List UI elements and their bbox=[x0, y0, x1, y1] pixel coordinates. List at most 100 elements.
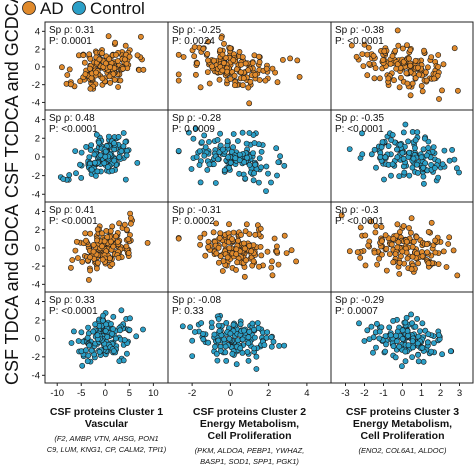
data-point bbox=[359, 151, 366, 158]
legend: AD Control bbox=[22, 0, 145, 18]
data-point bbox=[361, 338, 368, 344]
data-point bbox=[387, 61, 394, 67]
data-point bbox=[424, 339, 431, 346]
data-point bbox=[215, 156, 221, 163]
data-point bbox=[256, 77, 263, 83]
data-point bbox=[126, 327, 133, 333]
data-point bbox=[365, 44, 372, 51]
data-point bbox=[237, 321, 244, 328]
column-gene-list-line: C9, LUM, KNG1, CP, CALM2, TPI1) bbox=[47, 445, 167, 454]
data-point bbox=[109, 330, 115, 337]
data-point bbox=[93, 131, 100, 138]
data-point bbox=[106, 133, 112, 140]
data-point bbox=[371, 249, 378, 256]
data-point bbox=[206, 138, 212, 145]
data-point bbox=[229, 350, 236, 357]
data-point bbox=[134, 159, 141, 166]
data-point bbox=[453, 165, 460, 172]
data-point bbox=[264, 329, 271, 336]
data-point bbox=[403, 70, 410, 77]
data-point bbox=[175, 51, 182, 58]
data-point bbox=[251, 345, 257, 352]
data-point bbox=[91, 351, 98, 358]
data-point bbox=[230, 144, 236, 151]
data-point bbox=[247, 78, 254, 85]
data-point bbox=[68, 264, 74, 271]
panel-r1-c2: Sp ρ: -0.35P: <0.0001 bbox=[330, 109, 474, 203]
data-point bbox=[425, 260, 432, 267]
data-point bbox=[393, 338, 400, 345]
data-point bbox=[191, 44, 198, 50]
data-point bbox=[92, 159, 98, 166]
data-point bbox=[407, 62, 414, 69]
data-point bbox=[392, 354, 399, 361]
data-point bbox=[116, 358, 123, 364]
data-point bbox=[246, 100, 253, 107]
panel-r2-c2: Sp ρ: -0.3P: <0.0001 bbox=[330, 201, 474, 293]
data-point bbox=[263, 163, 270, 170]
p-value-label: P: <0.0001 bbox=[49, 124, 98, 135]
data-point bbox=[239, 54, 246, 60]
data-point bbox=[383, 267, 390, 274]
data-point bbox=[88, 347, 95, 354]
data-point bbox=[435, 174, 441, 181]
data-point bbox=[406, 172, 413, 179]
data-point bbox=[451, 45, 458, 52]
x-tick-label: -2 bbox=[360, 388, 368, 399]
data-point bbox=[246, 328, 253, 335]
data-point bbox=[206, 161, 213, 168]
data-point bbox=[288, 247, 295, 254]
data-point bbox=[223, 319, 230, 326]
data-point bbox=[414, 169, 421, 176]
data-point bbox=[116, 220, 122, 227]
y-tick-label: -2 bbox=[32, 352, 40, 363]
data-point bbox=[252, 161, 259, 168]
data-point bbox=[236, 151, 243, 158]
data-point bbox=[356, 320, 362, 327]
data-point bbox=[400, 155, 407, 162]
data-point bbox=[281, 162, 288, 169]
data-point bbox=[126, 53, 133, 60]
data-point bbox=[127, 220, 134, 227]
data-point bbox=[205, 244, 211, 250]
data-point bbox=[222, 343, 229, 350]
data-point bbox=[97, 152, 104, 159]
data-point bbox=[287, 55, 293, 62]
data-point bbox=[251, 334, 258, 341]
data-point bbox=[225, 154, 231, 161]
data-point bbox=[64, 72, 71, 78]
data-point bbox=[239, 129, 246, 136]
spearman-rho-label: Sp ρ: -0.28 bbox=[172, 113, 221, 124]
data-point bbox=[415, 351, 421, 358]
data-point bbox=[204, 51, 211, 57]
data-point bbox=[253, 353, 260, 360]
data-point bbox=[402, 348, 409, 355]
data-point bbox=[378, 144, 385, 151]
p-value-label: P: <0.0001 bbox=[49, 306, 98, 317]
data-point bbox=[428, 219, 435, 226]
data-point bbox=[420, 146, 427, 153]
data-point bbox=[66, 172, 73, 178]
data-point bbox=[238, 69, 244, 76]
data-point bbox=[127, 215, 134, 221]
data-point bbox=[450, 247, 457, 254]
x-tick-label: 0 bbox=[103, 388, 108, 399]
data-point bbox=[388, 137, 394, 143]
data-point bbox=[401, 169, 408, 176]
column-title-line: CSF proteins Cluster 3 bbox=[346, 406, 459, 418]
data-point bbox=[359, 51, 366, 57]
data-point bbox=[402, 319, 409, 326]
data-point bbox=[202, 144, 209, 151]
data-point bbox=[175, 147, 182, 154]
data-point bbox=[364, 72, 371, 79]
data-point bbox=[420, 173, 427, 180]
y-tick-label: 4 bbox=[35, 27, 40, 38]
data-point bbox=[274, 79, 281, 86]
data-point bbox=[227, 76, 234, 82]
data-point bbox=[422, 69, 429, 76]
data-point bbox=[83, 347, 89, 354]
data-point bbox=[236, 170, 242, 177]
data-point bbox=[405, 138, 411, 145]
data-point bbox=[419, 88, 426, 95]
data-point bbox=[357, 254, 364, 261]
